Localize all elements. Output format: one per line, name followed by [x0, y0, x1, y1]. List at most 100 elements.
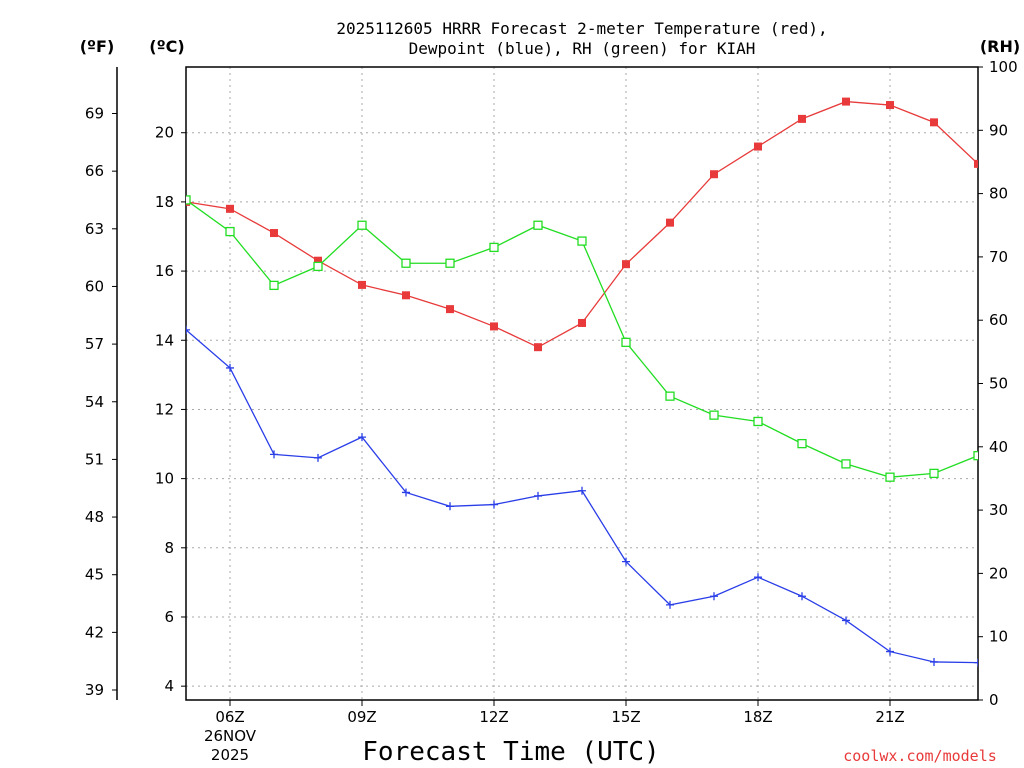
tick-label-c: 16: [155, 262, 174, 280]
tick-label-f: 57: [85, 335, 104, 353]
data-point-temperature: [930, 118, 938, 127]
tick-label-c: 18: [155, 193, 174, 211]
data-point-dewpoint: [186, 325, 190, 334]
data-point-dewpoint: [886, 647, 894, 656]
series-line-dewpoint: [186, 329, 978, 664]
tick-label-x: 06Z: [215, 708, 244, 726]
data-point-dewpoint: [622, 557, 630, 566]
data-point-rh: [489, 242, 499, 253]
data-point-rh: [885, 472, 895, 482]
data-point-dewpoint: [974, 658, 978, 667]
tick-label-x-date: 26NOV: [204, 727, 257, 745]
tick-label-f: 45: [85, 566, 104, 584]
data-point-temperature: [402, 291, 410, 300]
tick-label-rh: 60: [989, 311, 1008, 329]
tick-label-c: 14: [155, 331, 174, 349]
chart-title-line1: 2025112605 HRRR Forecast 2-meter Tempera…: [336, 19, 827, 38]
data-point-rh: [841, 459, 851, 469]
unit-label-fahrenheit: (ºF): [80, 37, 115, 56]
tick-label-f: 39: [85, 681, 104, 699]
data-point-temperature: [314, 256, 322, 265]
tick-labels: 39 42 45 48 51 54 57 60 63 66 69 4 6 8 10 12 14 16 18 20 0 10…: [85, 58, 1018, 764]
data-point-dewpoint: [490, 500, 498, 509]
data-point-rh: [973, 451, 978, 461]
data-point-rh: [577, 236, 587, 246]
tick-label-x: 09Z: [347, 708, 376, 726]
data-point-temperature: [578, 318, 586, 327]
data-point-dewpoint: [754, 573, 762, 582]
data-point-rh: [533, 220, 543, 230]
data-point-dewpoint: [710, 592, 718, 601]
tick-label-rh: 50: [989, 375, 1008, 393]
tick-label-f: 63: [85, 220, 104, 238]
data-point-temperature: [666, 218, 674, 227]
tick-label-x: 15Z: [611, 708, 640, 726]
tick-label-rh: 100: [989, 58, 1018, 76]
data-point-temperature: [270, 229, 278, 238]
data-point-dewpoint: [798, 592, 806, 601]
data-point-dewpoint: [446, 502, 454, 511]
data-point-dewpoint: [666, 600, 674, 609]
data-point-temperature: [534, 343, 542, 352]
tick-label-f: 48: [85, 508, 104, 526]
data-point-dewpoint: [578, 486, 586, 495]
plot-frame: [185, 66, 979, 701]
tick-label-rh: 20: [989, 564, 1008, 582]
tick-label-x: 18Z: [743, 708, 772, 726]
data-point-temperature: [842, 97, 850, 106]
data-point-rh: [186, 195, 191, 205]
data-point-rh: [929, 468, 939, 479]
tick-label-x: 21Z: [875, 708, 904, 726]
unit-label-celsius: (ºC): [149, 37, 184, 56]
series-temperature: [186, 97, 978, 352]
data-point-dewpoint: [358, 433, 366, 442]
data-point-rh: [665, 391, 675, 401]
tick-label-x-year: 2025: [211, 746, 249, 764]
data-point-temperature: [358, 280, 366, 289]
data-point-dewpoint: [930, 657, 938, 666]
tick-label-rh: 70: [989, 248, 1008, 266]
data-point-dewpoint: [314, 453, 322, 462]
tick-label-rh: 40: [989, 438, 1008, 456]
data-point-rh: [225, 226, 235, 237]
data-point-rh: [797, 438, 807, 449]
tick-label-rh: 90: [989, 121, 1008, 139]
data-point-dewpoint: [402, 488, 410, 497]
tick-label-f: 54: [85, 393, 104, 411]
tick-label-f: 69: [85, 105, 104, 123]
data-point-temperature: [446, 305, 454, 314]
data-point-rh: [357, 220, 367, 230]
data-point-dewpoint: [270, 450, 278, 459]
grid-lines: [186, 67, 978, 700]
chart-title-line2: Dewpoint (blue), RH (green) for KIAH: [409, 39, 756, 58]
tick-label-c: 8: [164, 539, 174, 557]
data-point-rh: [709, 410, 719, 420]
tick-label-rh: 10: [989, 628, 1008, 646]
data-point-rh: [621, 337, 631, 348]
tick-label-c: 6: [164, 608, 174, 626]
data-point-dewpoint: [226, 363, 234, 372]
series-line-temperature: [186, 100, 978, 348]
data-point-dewpoint: [534, 491, 542, 500]
tick-label-c: 20: [155, 124, 174, 142]
tick-label-c: 10: [155, 470, 174, 488]
tick-label-f: 51: [85, 450, 104, 468]
tick-label-x: 12Z: [479, 708, 508, 726]
axes: [112, 66, 983, 706]
data-point-rh: [445, 258, 455, 268]
data-point-temperature: [798, 114, 806, 123]
tick-label-f: 42: [85, 623, 104, 641]
tick-label-c: 12: [155, 400, 174, 418]
tick-label-f: 66: [85, 162, 104, 180]
tick-label-rh: 30: [989, 501, 1008, 519]
credit-label: coolwx.com/models: [843, 747, 997, 765]
unit-label-rh: (RH): [980, 37, 1020, 56]
data-point-rh: [753, 416, 763, 427]
series-rh: [186, 195, 978, 482]
data-point-temperature: [886, 101, 894, 110]
data-series: [186, 97, 978, 667]
data-point-temperature: [490, 322, 498, 331]
data-point-rh: [269, 280, 279, 291]
data-point-temperature: [710, 170, 718, 179]
